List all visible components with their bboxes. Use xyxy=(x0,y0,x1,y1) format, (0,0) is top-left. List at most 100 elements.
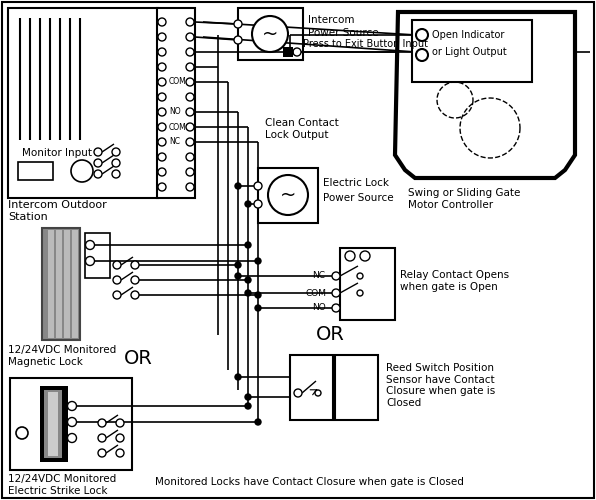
Text: NC: NC xyxy=(312,272,325,280)
Bar xyxy=(10,378,132,470)
Circle shape xyxy=(357,290,363,296)
Circle shape xyxy=(94,159,102,167)
Text: NC: NC xyxy=(169,138,180,146)
Text: Swing or Sliding Gate
Motor Controller: Swing or Sliding Gate Motor Controller xyxy=(408,188,520,210)
Text: OR: OR xyxy=(123,348,153,368)
Bar xyxy=(157,8,195,198)
Circle shape xyxy=(186,183,194,191)
Bar xyxy=(72,230,78,338)
Circle shape xyxy=(357,273,363,279)
Circle shape xyxy=(186,78,194,86)
Bar xyxy=(238,8,303,60)
Text: Relay Contact Opens
when gate is Open: Relay Contact Opens when gate is Open xyxy=(400,270,509,291)
Bar xyxy=(56,230,62,338)
Bar xyxy=(283,47,293,57)
Text: or Light Output: or Light Output xyxy=(432,47,507,57)
Circle shape xyxy=(186,153,194,161)
Circle shape xyxy=(255,305,261,311)
Circle shape xyxy=(112,148,120,156)
Circle shape xyxy=(113,291,121,299)
Text: NO: NO xyxy=(169,108,181,116)
Circle shape xyxy=(85,256,95,266)
Text: Intercom Outdoor
Station: Intercom Outdoor Station xyxy=(8,200,107,222)
Circle shape xyxy=(332,304,340,312)
Text: Press to Exit Button Input: Press to Exit Button Input xyxy=(303,39,428,49)
Text: COM: COM xyxy=(169,122,187,132)
Circle shape xyxy=(112,159,120,167)
Circle shape xyxy=(254,182,262,190)
Circle shape xyxy=(294,389,302,397)
Text: Electric Lock: Electric Lock xyxy=(323,178,389,188)
Circle shape xyxy=(94,148,102,156)
Circle shape xyxy=(315,390,321,396)
Circle shape xyxy=(186,63,194,71)
Text: NO: NO xyxy=(312,304,326,312)
Text: Power Source: Power Source xyxy=(323,193,393,203)
Text: 12/24VDC Monitored
Magnetic Lock: 12/24VDC Monitored Magnetic Lock xyxy=(8,345,116,366)
Text: COM: COM xyxy=(305,288,326,298)
Circle shape xyxy=(254,200,262,208)
Circle shape xyxy=(98,434,106,442)
Circle shape xyxy=(116,419,124,427)
Circle shape xyxy=(113,261,121,269)
Text: Clean Contact
Lock Output: Clean Contact Lock Output xyxy=(265,118,339,140)
Circle shape xyxy=(67,434,76,442)
Bar xyxy=(48,230,54,338)
Circle shape xyxy=(131,261,139,269)
Circle shape xyxy=(158,33,166,41)
Circle shape xyxy=(131,291,139,299)
Bar xyxy=(290,355,333,420)
Circle shape xyxy=(268,175,308,215)
Circle shape xyxy=(245,403,251,409)
Circle shape xyxy=(235,262,241,268)
Circle shape xyxy=(255,292,261,298)
Circle shape xyxy=(113,276,121,284)
Circle shape xyxy=(416,49,428,61)
Circle shape xyxy=(235,183,241,189)
Circle shape xyxy=(332,289,340,297)
Circle shape xyxy=(158,153,166,161)
Circle shape xyxy=(252,16,288,52)
Bar xyxy=(335,355,378,420)
Circle shape xyxy=(85,240,95,250)
Text: Intercom: Intercom xyxy=(308,15,355,25)
Circle shape xyxy=(186,33,194,41)
Text: COM: COM xyxy=(169,78,187,86)
Circle shape xyxy=(186,168,194,176)
Circle shape xyxy=(186,18,194,26)
Circle shape xyxy=(332,272,340,280)
Text: OR: OR xyxy=(315,326,344,344)
Circle shape xyxy=(186,48,194,56)
Circle shape xyxy=(186,123,194,131)
Circle shape xyxy=(158,168,166,176)
Circle shape xyxy=(112,170,120,178)
Bar xyxy=(42,228,80,340)
Circle shape xyxy=(131,276,139,284)
Circle shape xyxy=(245,290,251,296)
Circle shape xyxy=(98,449,106,457)
Circle shape xyxy=(360,251,370,261)
Circle shape xyxy=(116,434,124,442)
Circle shape xyxy=(158,183,166,191)
Circle shape xyxy=(245,242,251,248)
Circle shape xyxy=(186,108,194,116)
Bar xyxy=(340,248,395,320)
Circle shape xyxy=(98,419,106,427)
Circle shape xyxy=(255,419,261,425)
Text: Power Source: Power Source xyxy=(308,28,378,38)
Circle shape xyxy=(158,108,166,116)
Polygon shape xyxy=(395,12,575,178)
Circle shape xyxy=(71,160,93,182)
Bar xyxy=(85,233,110,278)
Circle shape xyxy=(116,449,124,457)
Circle shape xyxy=(293,48,301,56)
Circle shape xyxy=(245,201,251,207)
Bar xyxy=(40,386,68,462)
Circle shape xyxy=(416,29,428,41)
Circle shape xyxy=(234,36,242,44)
Circle shape xyxy=(158,48,166,56)
Circle shape xyxy=(235,273,241,279)
Circle shape xyxy=(67,402,76,410)
Bar xyxy=(412,20,532,82)
Circle shape xyxy=(245,277,251,283)
